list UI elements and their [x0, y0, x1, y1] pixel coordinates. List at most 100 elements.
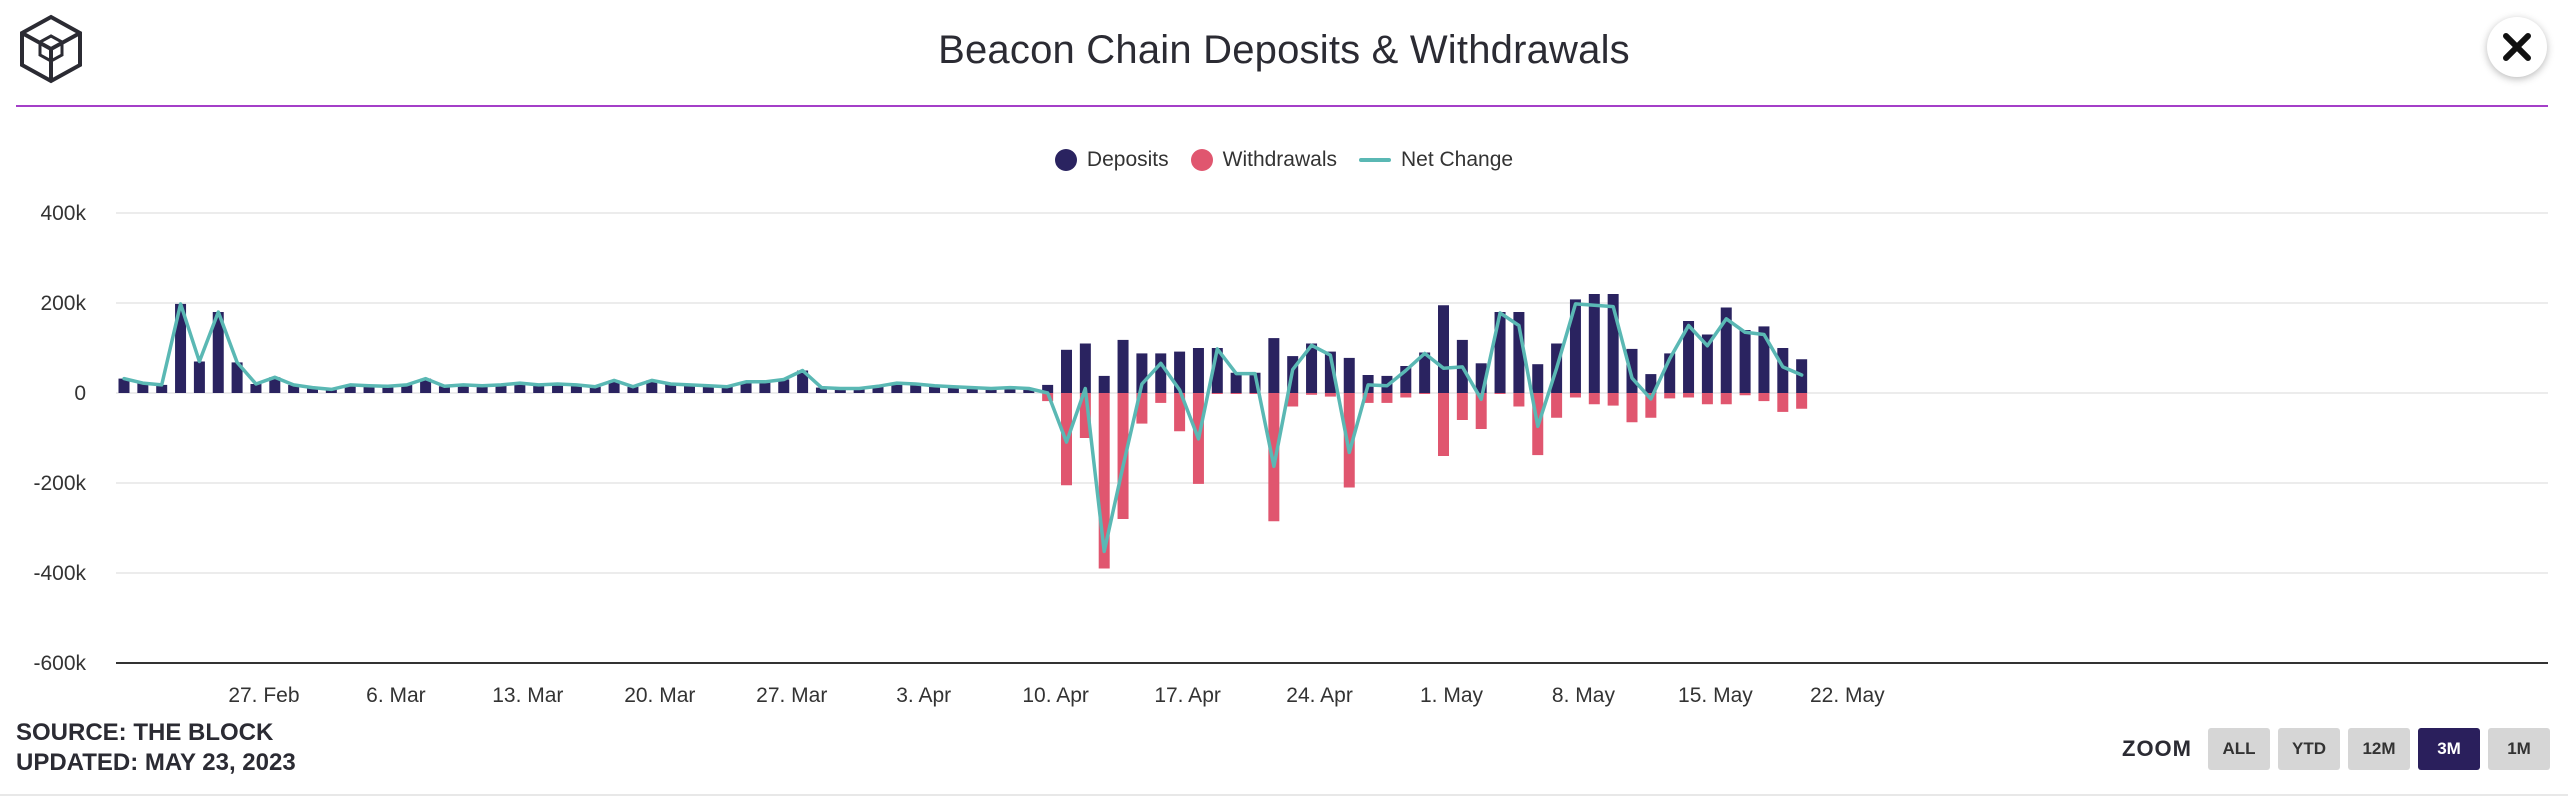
legend-item-withdrawals[interactable]: Withdrawals: [1190, 148, 1337, 172]
withdrawal-bar: [1098, 393, 1110, 569]
withdrawal-bar: [1475, 393, 1487, 429]
deposit-bar: [1230, 372, 1242, 393]
deposit-bar: [872, 386, 884, 393]
deposit-bar: [344, 384, 356, 393]
withdrawal-bar: [1664, 393, 1676, 399]
zoom-button-3m[interactable]: 3M: [2418, 728, 2480, 770]
y-tick-label: -200k: [33, 472, 86, 495]
deposit-bar: [363, 385, 375, 393]
withdrawal-bar: [1438, 393, 1449, 456]
legend-item-deposits[interactable]: Deposits: [1054, 148, 1169, 172]
deposit-bar: [1720, 307, 1732, 393]
withdrawal-bar: [1249, 393, 1261, 394]
withdrawal-bar: [1400, 393, 1412, 398]
deposit-bar: [325, 389, 337, 393]
deposit-bar: [1588, 294, 1600, 393]
deposit-bar: [1701, 334, 1713, 393]
zoom-button-12m[interactable]: 12M: [2348, 728, 2410, 770]
deposit-bar: [1438, 305, 1449, 393]
deposit-bar: [1306, 343, 1318, 393]
withdrawal-bar: [1230, 393, 1242, 394]
deposit-bar: [1758, 326, 1770, 393]
withdrawal-bar: [1343, 393, 1355, 488]
legend-swatch-deposits: [1054, 149, 1077, 171]
deposit-bar: [1079, 343, 1091, 393]
zoom-button-all[interactable]: ALL: [2208, 728, 2270, 770]
deposit-bar: [1343, 357, 1355, 393]
x-tick-label: 17. Apr: [1154, 684, 1221, 707]
withdrawal-bar: [1419, 393, 1431, 394]
legend-item-net-change[interactable]: Net Change: [1359, 148, 1513, 172]
deposit-bar: [1739, 330, 1751, 393]
y-tick-label: -400k: [33, 562, 86, 585]
deposit-bar: [495, 384, 507, 393]
bottom-rule: [0, 794, 2568, 796]
withdrawal-bar: [1362, 393, 1374, 403]
withdrawal-bar: [1758, 393, 1770, 402]
withdrawal-bar: [1645, 393, 1657, 418]
legend-label-withdrawals: Withdrawals: [1222, 148, 1337, 171]
x-tick-label: 20. Mar: [624, 684, 695, 707]
zoom-button-1m[interactable]: 1M: [2488, 728, 2550, 770]
x-tick-label: 27. Feb: [228, 684, 299, 707]
withdrawal-bar: [1381, 393, 1393, 403]
deposit-bar: [834, 388, 846, 393]
deposit-bar: [1664, 353, 1676, 393]
withdrawal-bar: [1588, 393, 1600, 405]
withdrawal-bar: [1494, 393, 1506, 394]
legend-swatch-withdrawals: [1190, 149, 1213, 171]
deposit-bar: [570, 384, 582, 393]
net-change-line: [122, 302, 1804, 554]
deposit-bar: [401, 384, 413, 393]
updated-label: UPDATED: MAY 23, 2023: [16, 749, 296, 776]
deposit-bar: [1777, 348, 1789, 393]
y-tick-label: -600k: [33, 652, 86, 675]
deposit-bar: [193, 361, 205, 393]
close-button[interactable]: [2487, 17, 2547, 77]
deposit-bar: [1042, 384, 1054, 393]
deposit-bar: [137, 383, 149, 393]
deposit-bar: [589, 386, 601, 393]
x-tick-label: 1. May: [1420, 684, 1484, 707]
deposit-bar: [457, 384, 469, 393]
deposit-bar: [1683, 321, 1695, 393]
deposit-bar: [118, 378, 130, 393]
deposit-bar: [1645, 374, 1657, 393]
deposit-bar: [665, 384, 677, 393]
deposit-bar: [420, 378, 432, 393]
zoom-controls: ZOOM ALL YTD 12M 3M 1M: [2122, 728, 2550, 770]
deposit-bar: [910, 384, 922, 393]
deposit-bar: [797, 370, 809, 393]
deposit-bar: [891, 383, 903, 393]
deposit-bar: [175, 303, 187, 393]
close-icon: [2503, 33, 2531, 61]
withdrawal-bar: [1569, 393, 1581, 398]
deposit-bar: [740, 381, 752, 393]
deposit-bar: [382, 386, 394, 393]
deposit-bar: [1023, 388, 1035, 393]
the-block-logo-icon: [20, 14, 82, 84]
deposit-bar: [1155, 353, 1167, 393]
deposit-bar: [1532, 364, 1544, 393]
zoom-button-ytd[interactable]: YTD: [2278, 728, 2340, 770]
deposit-bar: [1249, 372, 1261, 393]
deposit-bar: [1569, 299, 1581, 393]
withdrawal-bar: [1306, 393, 1318, 395]
deposit-bar: [533, 384, 545, 393]
withdrawal-bar: [1268, 393, 1280, 522]
chart-legend: Deposits Withdrawals Net Change: [0, 148, 2568, 172]
deposit-bar: [250, 384, 262, 393]
withdrawal-bar: [1155, 393, 1167, 403]
deposit-bar: [966, 387, 978, 393]
deposit-bar: [1211, 348, 1223, 393]
withdrawal-bar: [1117, 393, 1129, 519]
withdrawal-bar: [1607, 393, 1619, 406]
x-tick-label: 13. Mar: [492, 684, 563, 707]
deposit-bar: [608, 380, 620, 393]
deposit-bar: [778, 379, 790, 393]
withdrawal-bar: [1777, 393, 1789, 412]
deposit-bar: [1607, 294, 1619, 393]
withdrawal-bar: [1513, 393, 1525, 407]
x-tick-label: 15. May: [1678, 684, 1753, 707]
deposit-bar: [1098, 375, 1110, 393]
